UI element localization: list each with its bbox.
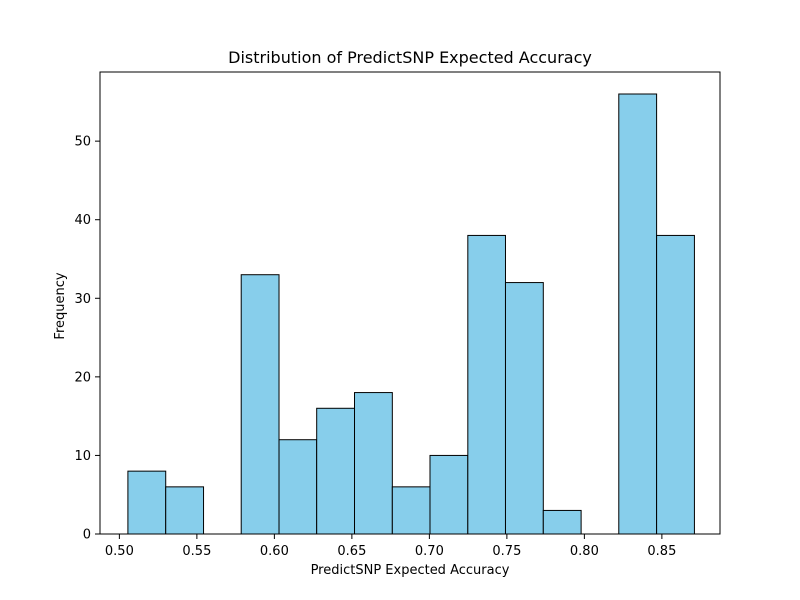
histogram-bar-14 — [656, 234, 695, 535]
x-tick-label: 0.75 — [492, 544, 521, 559]
histogram-bar-4 — [278, 439, 318, 535]
histogram-bar-7 — [391, 486, 431, 535]
x-tick-label: 0.50 — [105, 544, 134, 559]
histogram-bar-9 — [467, 234, 506, 535]
y-tick-label: 40 — [74, 213, 91, 228]
histogram-bar-8 — [429, 454, 469, 535]
y-tick-label: 30 — [74, 292, 91, 307]
y-axis: 0 10 20 30 40 50 — [74, 135, 100, 543]
x-axis-title: PredictSNP Expected Accuracy — [311, 563, 510, 578]
y-tick-label: 50 — [74, 135, 91, 150]
x-tick-label: 0.80 — [570, 544, 599, 559]
x-tick-label: 0.65 — [337, 544, 366, 559]
histogram-bar-11 — [542, 509, 582, 535]
histogram-bar-1 — [165, 486, 205, 535]
histogram-bar-5 — [316, 407, 356, 535]
histogram-bar-10 — [504, 282, 544, 535]
histogram-bar-0 — [127, 470, 167, 535]
plot-frame — [99, 71, 721, 535]
x-tick-label: 0.85 — [647, 544, 676, 559]
y-tick-label: 0 — [83, 528, 91, 543]
bars-group — [127, 93, 695, 535]
histogram-bar-6 — [354, 392, 393, 535]
x-tick-label: 0.55 — [182, 544, 211, 559]
chart-title: Distribution of PredictSNP Expected Accu… — [228, 48, 592, 67]
x-tick-label: 0.70 — [415, 544, 444, 559]
histogram-bar-3 — [240, 274, 280, 535]
x-axis: 0.50 0.55 0.60 0.65 0.70 0.75 0.80 0.85 — [105, 534, 676, 559]
y-axis-title: Frequency — [53, 272, 68, 339]
y-tick-label: 20 — [74, 370, 91, 385]
x-tick-label: 0.60 — [260, 544, 289, 559]
histogram-bar-13 — [618, 93, 658, 535]
y-tick-label: 10 — [74, 449, 91, 464]
